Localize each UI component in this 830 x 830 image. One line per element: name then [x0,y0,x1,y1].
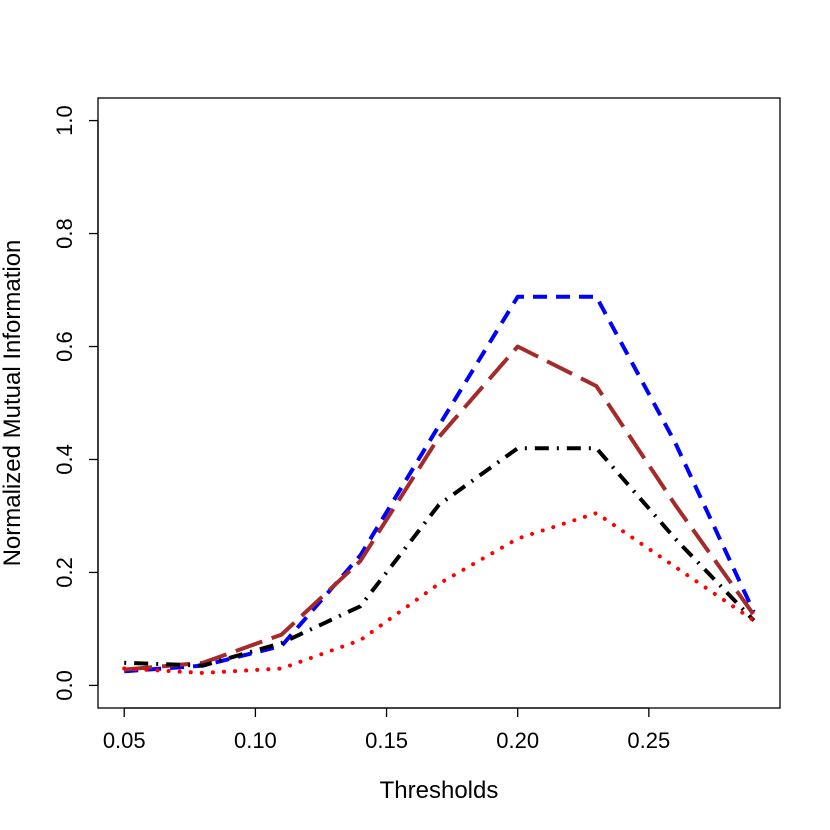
series-layer [122,294,756,675]
series-line-1 [124,294,756,674]
y-axis: 0.0 0.2 0.4 0.6 0.8 1.0 [52,105,99,701]
x-tick-label: 0.05 [103,728,146,753]
series-line-2 [124,344,756,672]
x-tick-label: 0.25 [627,728,670,753]
y-tick-label: 0.6 [52,331,77,362]
x-tick-label: 0.15 [365,728,408,753]
series-line-4 [122,511,756,675]
y-tick-label: 0.4 [52,444,77,475]
x-tick-label: 0.20 [496,728,539,753]
series-line-3 [124,446,756,668]
plot-frame [97,97,781,709]
x-axis: 0.05 0.10 0.15 0.20 0.25 [103,707,670,753]
x-axis-label: Thresholds [380,777,499,804]
y-axis-label: Normalized Mutual Information [0,240,26,567]
y-tick-label: 0.0 [52,670,77,701]
y-tick-label: 0.8 [52,218,77,249]
x-tick-label: 0.10 [234,728,277,753]
y-tick-label: 0.2 [52,557,77,588]
y-tick-label: 1.0 [52,105,77,136]
